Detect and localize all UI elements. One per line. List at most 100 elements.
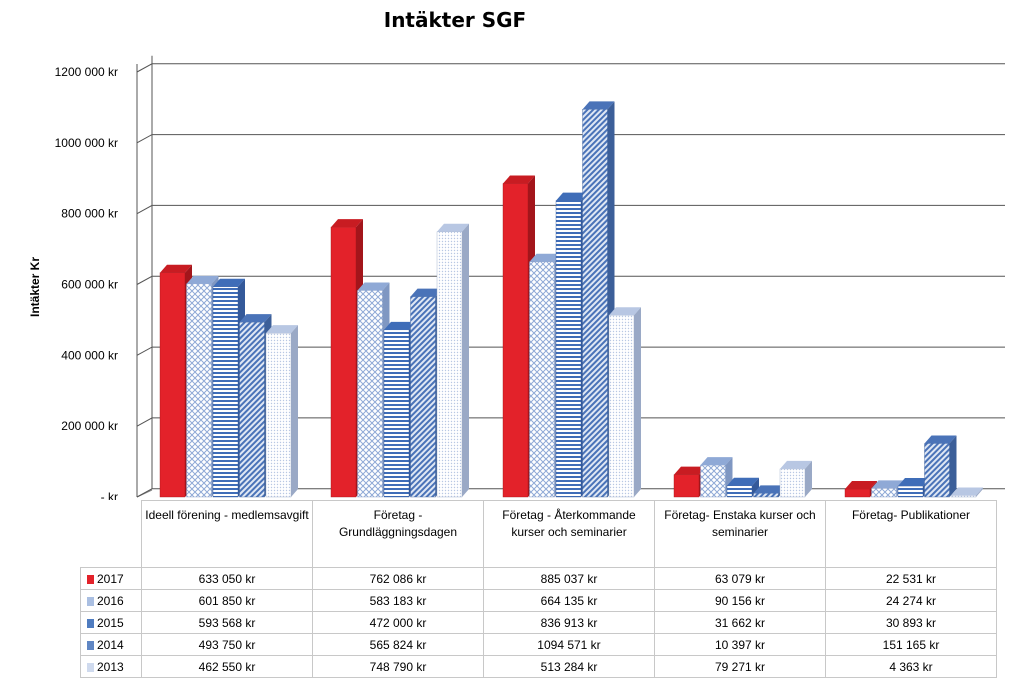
bar-top [239,314,272,323]
table-cell: 31 662 kr [654,611,826,634]
table-cell: 79 271 kr [654,655,826,678]
bar-front [212,286,239,498]
legend-swatch [87,640,94,650]
legend-label: 2015 [97,615,124,630]
bar [436,223,469,498]
legend-label: 2017 [97,571,124,586]
table-cell: 462 550 kr [141,655,313,678]
table-cell: 664 135 kr [483,589,655,612]
bar-front [502,183,529,498]
table-cell: 748 790 kr [312,655,484,678]
bar [726,477,759,498]
bar [924,435,957,498]
chart-title: Intäkter SGF [383,8,527,32]
bar-top [529,253,562,262]
legend-entry: 2015 [80,611,142,634]
bar-top [437,223,469,232]
legend-entry: 2013 [80,655,142,678]
legend-swatch [87,596,94,606]
bar-front [753,493,779,498]
table-row: 2013 462 550 kr 748 790 kr 513 284 kr 79… [80,655,997,678]
bar-front [357,290,383,498]
bar-top [213,278,245,287]
table-row: 2017 633 050 kr 762 086 kr 885 037 kr 63… [80,567,997,590]
bar-front [582,109,608,498]
bar-chart-plot: 1200 000 kr 1000 000 kr 800 000 kr 600 000 … [55,55,1005,500]
gridline [136,134,1005,144]
category-label: Företag - Återkommande kurser och semina… [483,500,655,568]
bar-top [700,457,733,466]
bar-top [609,307,641,316]
bar-front [239,321,265,498]
bar-top [266,325,298,334]
table-cell: 836 913 kr [483,611,655,634]
legend-label: 2016 [97,593,124,608]
bar-front [555,200,582,498]
bar-front [950,495,977,498]
gridlines [136,55,1005,498]
table-cell: 762 086 kr [312,567,484,590]
table-cell: 1094 571 kr [483,633,655,656]
category-label: Företag - Grundläggningsdagen [312,500,484,568]
bar-side [291,325,298,497]
table-cell: 633 050 kr [141,567,313,590]
y-tick-label: 400 000 kr [61,348,118,362]
table-cell: 151 165 kr [825,633,997,656]
y-tick-label: - kr [101,490,118,500]
legend-entry: 2014 [80,633,142,656]
legend-swatch [87,662,94,672]
legend-label: 2013 [97,659,124,674]
bar-top [871,480,904,489]
table-cell: 565 824 kr [312,633,484,656]
bar-front [186,283,212,498]
table-row: 2016 601 850 kr 583 183 kr 664 135 kr 90… [80,589,997,612]
legend-entry: 2016 [80,589,142,612]
bar-front [844,488,871,498]
y-tick-label: 1000 000 kr [55,136,118,150]
bar-top [556,192,588,201]
bar-top [186,275,219,284]
table-cell: 885 037 kr [483,567,655,590]
bar-top [898,478,930,487]
table-cell: 22 531 kr [825,567,997,590]
bar-top [727,477,759,486]
bar-front [159,272,186,498]
legend-label: 2014 [97,637,124,652]
legend-swatch [87,574,94,584]
table-cell: 583 183 kr [312,589,484,612]
legend-swatch [87,618,94,628]
table-cell: 30 893 kr [825,611,997,634]
table-cell: 24 274 kr [825,589,997,612]
bar-top [384,321,416,330]
table-cell: 472 000 kr [312,611,484,634]
table-cell: 4 363 kr [825,655,997,678]
bar-front [924,443,950,498]
bar [502,175,535,498]
bar [265,325,298,498]
table-cell: 593 568 kr [141,611,313,634]
y-tick-label: 800 000 kr [61,207,118,221]
category-label: Företag- Enstaka kurser och seminarier [654,500,826,568]
y-tick-label: 200 000 kr [61,419,118,433]
bar-front [265,332,292,498]
category-label: Företag- Publikationer [825,500,997,568]
bar [608,307,641,498]
bar-front [436,231,463,498]
bars [159,101,983,498]
y-tick-label: 600 000 kr [61,278,118,292]
bar-top [357,282,390,291]
table-cell: 513 284 kr [483,655,655,678]
bar-front [897,485,924,498]
table-cell: 10 397 kr [654,633,826,656]
bar-top [160,264,192,273]
bar-top [503,175,535,184]
data-table: Ideell förening - medlemsavgift Företag … [80,500,997,678]
category-label: Ideell förening - medlemsavgift [141,500,313,568]
table-cell: 493 750 kr [141,633,313,656]
bar-top [331,219,363,228]
bar-front [529,261,555,498]
bar-top [410,288,443,297]
bar [779,460,812,498]
bar-side [462,223,469,498]
bar [582,101,615,498]
